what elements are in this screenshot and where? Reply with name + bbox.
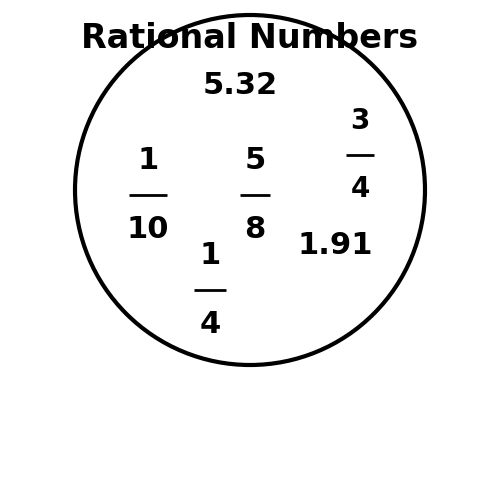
Text: 8: 8 <box>244 215 266 244</box>
Text: 1: 1 <box>200 241 220 270</box>
Text: 4: 4 <box>350 175 370 203</box>
Text: 4: 4 <box>200 310 220 339</box>
Text: 3: 3 <box>350 107 370 135</box>
Text: 5: 5 <box>244 146 266 175</box>
Text: Rational Numbers: Rational Numbers <box>82 22 418 54</box>
Text: 5.32: 5.32 <box>202 70 278 100</box>
Text: 1.91: 1.91 <box>297 230 373 260</box>
Text: 10: 10 <box>127 215 169 244</box>
Text: 1: 1 <box>138 146 158 175</box>
